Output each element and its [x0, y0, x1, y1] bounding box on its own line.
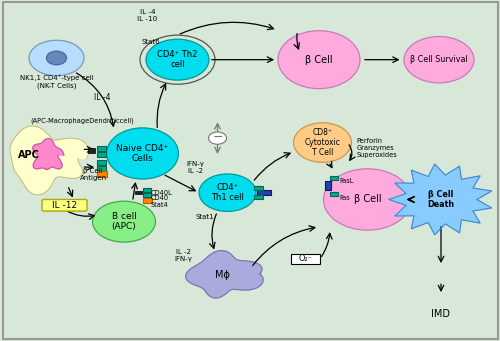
- Text: APC: APC: [18, 150, 40, 160]
- Text: Mϕ: Mϕ: [215, 269, 230, 280]
- Text: IL -2
IFN-γ: IL -2 IFN-γ: [174, 249, 192, 262]
- Bar: [135, 191, 141, 194]
- Text: Stat4: Stat4: [151, 202, 169, 208]
- FancyBboxPatch shape: [290, 254, 320, 264]
- Polygon shape: [186, 251, 263, 298]
- Bar: [256, 190, 270, 195]
- Text: IFN-γ
IL -2: IFN-γ IL -2: [186, 161, 204, 174]
- Ellipse shape: [29, 40, 84, 76]
- Bar: [97, 171, 107, 177]
- Text: B cell
(APC): B cell (APC): [112, 212, 136, 231]
- Text: IMD: IMD: [432, 309, 450, 319]
- Text: β Cell
Antigen: β Cell Antigen: [80, 168, 106, 181]
- Text: CD8⁺
Cytotoxic
T Cell: CD8⁺ Cytotoxic T Cell: [304, 128, 340, 158]
- Text: β Cell: β Cell: [354, 194, 382, 205]
- Bar: [143, 193, 151, 197]
- Text: Stat1: Stat1: [196, 213, 214, 220]
- Ellipse shape: [294, 123, 352, 162]
- Polygon shape: [10, 126, 88, 195]
- Text: (APC-MacrophageDendriticcell): (APC-MacrophageDendriticcell): [30, 118, 134, 124]
- Text: β Cell: β Cell: [305, 55, 333, 65]
- Text: β Cell
Death: β Cell Death: [428, 190, 454, 209]
- Text: CD4⁺ Th2
cell: CD4⁺ Th2 cell: [158, 50, 198, 69]
- Text: Perforin
Granzymes
Superoxides: Perforin Granzymes Superoxides: [356, 138, 397, 158]
- Text: NK1,1 CD4⁺-type cell
(NK-T Cells): NK1,1 CD4⁺-type cell (NK-T Cells): [20, 75, 94, 89]
- Text: IL -12: IL -12: [52, 201, 77, 210]
- Ellipse shape: [278, 31, 360, 89]
- Bar: [97, 152, 106, 157]
- Bar: [97, 160, 106, 165]
- Bar: [97, 146, 106, 151]
- Bar: [330, 176, 338, 180]
- Polygon shape: [389, 164, 492, 235]
- Text: Fas: Fas: [339, 195, 350, 202]
- Ellipse shape: [92, 201, 156, 242]
- Text: CD4⁺
Th1 cell: CD4⁺ Th1 cell: [211, 183, 244, 202]
- Circle shape: [208, 132, 226, 144]
- Text: CD40L: CD40L: [151, 190, 173, 196]
- Bar: [254, 195, 263, 199]
- Text: FasL: FasL: [339, 178, 353, 184]
- Ellipse shape: [404, 36, 474, 83]
- Ellipse shape: [146, 39, 209, 80]
- FancyBboxPatch shape: [42, 199, 87, 211]
- Bar: [88, 148, 95, 153]
- Bar: [330, 192, 338, 196]
- Text: IL -4
IL -10: IL -4 IL -10: [138, 9, 158, 22]
- Text: O₂⁻: O₂⁻: [298, 254, 312, 263]
- Bar: [97, 166, 106, 171]
- Ellipse shape: [46, 51, 66, 65]
- Text: Stat6: Stat6: [142, 39, 161, 45]
- Bar: [254, 186, 263, 190]
- Text: CD40: CD40: [151, 195, 169, 202]
- Bar: [143, 188, 151, 192]
- Text: −: −: [212, 131, 223, 144]
- Text: β Cell Survival: β Cell Survival: [410, 55, 468, 64]
- Bar: [143, 198, 152, 203]
- Polygon shape: [33, 139, 64, 169]
- Text: IL -4: IL -4: [94, 93, 111, 102]
- Ellipse shape: [199, 174, 256, 211]
- Ellipse shape: [324, 169, 412, 230]
- Text: Naive CD4⁺
Cells: Naive CD4⁺ Cells: [116, 144, 168, 163]
- Bar: [325, 181, 331, 190]
- Ellipse shape: [106, 128, 178, 179]
